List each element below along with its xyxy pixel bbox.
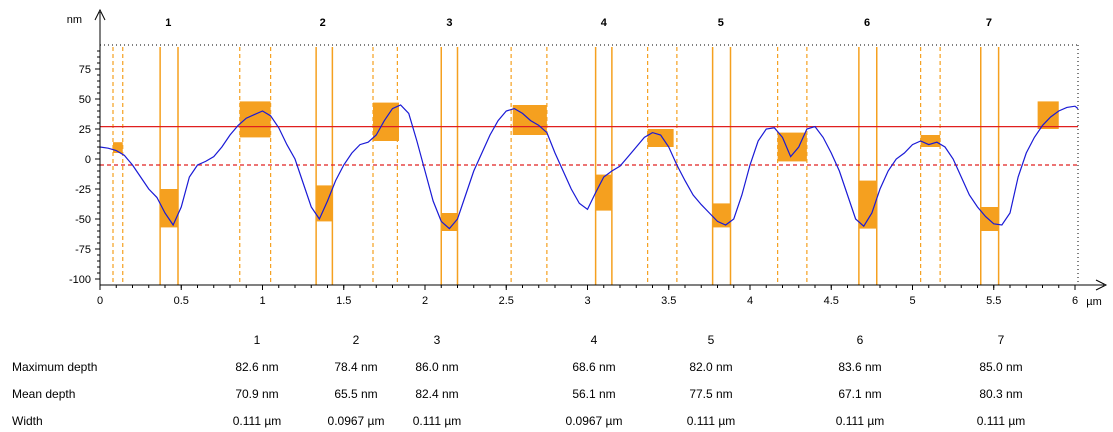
x-tick-label: 4.5 [824, 295, 839, 307]
marker-label: 7 [986, 17, 992, 29]
results-cell: 0.111 µm [232, 414, 282, 428]
results-cell: 80.3 nm [979, 387, 1023, 401]
profile-series [99, 104, 1079, 230]
results-cell: 82.4 nm [415, 387, 459, 401]
results-column-header: 7 [997, 333, 1005, 347]
peak-box [647, 129, 674, 147]
results-cell: 82.0 nm [689, 360, 733, 374]
y-axis-arrow [94, 8, 106, 21]
results-column-header: 6 [856, 333, 864, 347]
y-tick-label: -100 [69, 274, 91, 286]
x-unit-label: µm [1086, 296, 1102, 308]
y-tick-label: 50 [79, 94, 91, 106]
y-tick-label: -25 [75, 184, 91, 196]
x-tick-label: 0 [97, 295, 103, 307]
results-cell: 77.5 nm [689, 387, 733, 401]
x-tick-label: 5 [909, 295, 915, 307]
y-tick-label: 75 [79, 64, 91, 76]
results-cell: 85.0 nm [979, 360, 1023, 374]
results-cell: 83.6 nm [838, 360, 882, 374]
results-cell: 68.6 nm [572, 360, 616, 374]
depth-profile-chart: 0 0.5 1 1.5 2 2.5 3 3.5 4 4.5 5 5.5 6 7550250-25-50-… [67, 8, 1108, 308]
marker-label: 2 [320, 17, 326, 29]
results-cell: 0.111 µm [686, 414, 736, 428]
peak-box [373, 102, 399, 141]
results-column-header: 2 [352, 333, 360, 347]
marker-label: 6 [864, 17, 870, 29]
x-axis-arrow [1095, 279, 1108, 291]
y-tick-label: 0 [85, 154, 91, 166]
results-row-label: Width [12, 414, 43, 428]
x-ticks: 0 0.5 1 1.5 2 2.5 3 3.5 4 4.5 5 5.5 6 [97, 285, 1078, 307]
x-tick-label: 4 [747, 295, 753, 307]
marker-boxes [113, 101, 1059, 231]
results-column-header: 3 [433, 333, 441, 347]
x-tick-label: 6 [1072, 295, 1078, 307]
reference-lines [100, 125, 1078, 166]
results-row-label: Maximum depth [12, 360, 98, 374]
results-cell: 56.1 nm [572, 387, 616, 401]
x-tick-label: 2.5 [499, 295, 514, 307]
results-cell: 86.0 nm [415, 360, 459, 374]
x-tick-label: 3 [584, 295, 590, 307]
results-cell: 0.0967 µm [565, 414, 623, 428]
results-cell: 0.111 µm [835, 414, 885, 428]
y-tick-label: -50 [75, 214, 91, 226]
x-tick-label: 1.5 [336, 295, 351, 307]
marker-labels: 1 2 3 4 5 6 7 [165, 17, 992, 29]
marker-label: 3 [446, 17, 452, 29]
marker-label: 1 [165, 17, 171, 29]
results-column-header: 1 [253, 333, 261, 347]
x-tick-label: 5.5 [986, 295, 1001, 307]
x-tick-label: 3.5 [661, 295, 676, 307]
profile-line [99, 104, 1079, 230]
valley-box [980, 207, 999, 231]
peak-box [113, 142, 123, 153]
peak-box [1037, 101, 1059, 129]
valley-box [595, 174, 612, 211]
results-cell: 0.111 µm [976, 414, 1026, 428]
marker-label: 5 [718, 17, 724, 29]
valley-box [441, 213, 458, 231]
marker-lines [112, 47, 1000, 285]
axes [94, 8, 1108, 291]
results-row-label: Mean depth [12, 387, 76, 401]
y-tick-label: -75 [75, 244, 91, 256]
y-unit-label: nm [67, 14, 82, 26]
results-cell: 67.1 nm [838, 387, 882, 401]
x-tick-label: 1 [259, 295, 265, 307]
valley-box [316, 185, 333, 222]
marker-label: 4 [601, 17, 608, 29]
results-cell: 0.111 µm [412, 414, 462, 428]
results-cell: 65.5 nm [334, 387, 378, 401]
peak-box [920, 135, 941, 147]
results-cell: 70.9 nm [235, 387, 279, 401]
x-tick-label: 2 [422, 295, 428, 307]
y-tick-label: 25 [79, 124, 91, 136]
valley-box [160, 189, 178, 228]
y-ticks: 75 50 25 0 -25 -50 -75 -100 [69, 50, 100, 286]
results-column-header: 5 [707, 333, 715, 347]
results-cell: 78.4 nm [334, 360, 378, 374]
results-cell: 82.6 nm [235, 360, 279, 374]
results-column-header: 4 [590, 333, 598, 347]
x-tick-label: 0.5 [174, 295, 189, 307]
valley-box [858, 180, 877, 229]
results-cell: 0.0967 µm [327, 414, 385, 428]
